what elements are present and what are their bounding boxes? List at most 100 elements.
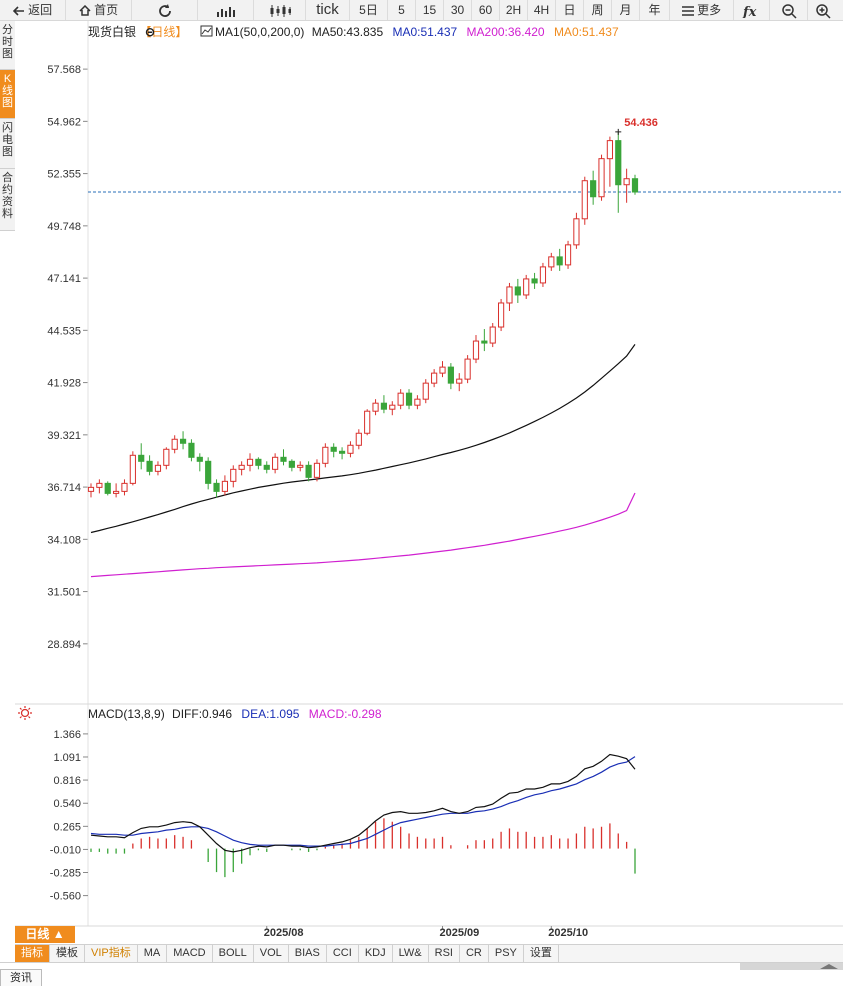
ma50-value: MA50:43.835 [312,25,384,39]
tab-template[interactable]: 模板 [50,945,85,962]
news-tab[interactable]: 资讯 [0,969,42,986]
tab-cr[interactable]: CR [460,945,489,962]
macd-tick-label: 0.540 [53,798,81,810]
price-tick-label: 44.535 [47,325,81,337]
dea-line [90,756,636,847]
candle-up [372,402,379,412]
tab-vip-indicator[interactable]: VIP指标 [85,945,138,962]
tab-vol[interactable]: VOL [254,945,289,962]
period-tag: 【日线】 [139,25,187,39]
tab-lw[interactable]: LW& [393,945,429,962]
tab-5day[interactable]: 5日 [350,0,388,20]
ma50-line [90,344,636,534]
candle-up [96,482,103,488]
candle-down [631,178,639,193]
candle-down [213,482,220,492]
candle-up [389,404,396,410]
tab-week[interactable]: 周 [584,0,612,20]
zoom-in-button[interactable] [808,0,838,20]
candle-up [347,444,354,454]
ma-indicator-name: MA1(50,0,200,0) [215,25,304,39]
zoom-out-button[interactable] [770,0,808,20]
macd-diff: DIFF:0.946 [172,707,232,721]
side-tab-contract-info[interactable]: 合约资料 [0,169,15,231]
candle-down [447,366,454,384]
tab-cci[interactable]: CCI [327,945,359,962]
svg-text:现货白银 【日线】: 现货白银 【日线】 [88,24,187,39]
candle-down [556,256,563,266]
price-tick-label: 52.355 [47,169,81,181]
side-tab-kline[interactable]: K线图 [0,70,15,119]
macd-tick-label: 0.816 [53,775,81,787]
candle-down [104,482,111,494]
candle-up [230,468,237,482]
candle-down [405,392,413,406]
tab-rsi[interactable]: RSI [429,945,460,962]
candle-down [514,286,521,296]
macd-tick-label: 0.265 [53,821,81,833]
macd-name: MACD(13,8,9) [88,707,165,721]
svg-text:fx: fx [742,5,757,18]
candle-up [414,398,421,406]
candle-up [598,158,605,198]
tab-30min[interactable]: 30 [444,0,472,20]
tab-ma[interactable]: MA [138,945,168,962]
macd-tick-label: -0.560 [50,891,81,903]
more-button[interactable]: 更多 [670,0,734,20]
tab-boll[interactable]: BOLL [213,945,254,962]
side-tab-minute[interactable]: 分时图 [0,21,15,70]
price-tick-label: 36.714 [47,482,81,494]
tab-psy[interactable]: PSY [489,945,524,962]
tab-month[interactable]: 月 [612,0,640,20]
candlestick-button[interactable] [254,0,306,20]
scroll-arrow-icon[interactable] [818,963,840,970]
fx-button[interactable]: fx [734,0,770,20]
tab-2h[interactable]: 2H [500,0,528,20]
period-selector[interactable]: 日线 ▲ [15,926,75,943]
home-button[interactable]: 首页 [66,0,132,20]
tab-year[interactable]: 年 [640,0,670,20]
diff-line [90,753,636,853]
candle-down [531,278,538,284]
back-button[interactable]: 返回 [0,0,66,20]
tab-4h[interactable]: 4H [528,0,556,20]
home-icon [79,3,94,17]
candle-up [539,266,547,284]
kline-chart[interactable]: 57.568 54.962 52.355 49.748 47.141 44.535 41.9… [15,21,843,943]
candle-up [548,256,555,268]
tab-bias[interactable]: BIAS [289,945,327,962]
candle-up [472,340,480,360]
tab-kdj[interactable]: KDJ [359,945,393,962]
chart-area[interactable]: 57.568 54.962 52.355 49.748 47.141 44.535 41.9… [15,21,843,943]
tab-15min[interactable]: 15 [416,0,444,20]
bar-chart-button[interactable] [198,0,254,20]
tab-tick[interactable]: tick [306,0,350,20]
tab-60min[interactable]: 60 [472,0,500,20]
tab-macd[interactable]: MACD [167,945,213,962]
macd-settings-icon[interactable] [18,706,32,720]
ma0-value: MA0:51.437 [392,25,457,39]
tab-indicator[interactable]: 指标 [15,945,50,962]
candlestick-icon [269,3,291,17]
candle-down [481,340,488,344]
tab-settings[interactable]: 设置 [524,945,559,962]
tab-5min[interactable]: 5 [388,0,416,20]
refresh-button[interactable] [132,0,198,20]
side-tabs: 分时图 K线图 闪电图 合约资料 [0,21,15,231]
candle-up [431,372,438,384]
candle-down [255,458,262,466]
side-tab-flash[interactable]: 闪电图 [0,119,15,169]
candle-down [179,438,187,444]
candle-up [623,178,630,186]
back-arrow-icon [12,3,28,17]
horizontal-scrollbar[interactable] [740,963,843,970]
footer: 资讯 [0,962,843,986]
price-tick-label: 39.321 [47,430,81,442]
tab-day[interactable]: 日 [556,0,584,20]
svg-text:MA1(50,0,200,0) MA50:43.: MA1(50,0,200,0) MA50:43.835 MA0:51.437 M… [215,25,619,39]
candle-up [272,456,279,470]
price-tick-label: 41.928 [47,378,81,390]
indicator-icon[interactable] [200,25,213,37]
price-tick-label: 54.962 [47,116,81,128]
instrument-title: 现货白银 [88,24,136,39]
